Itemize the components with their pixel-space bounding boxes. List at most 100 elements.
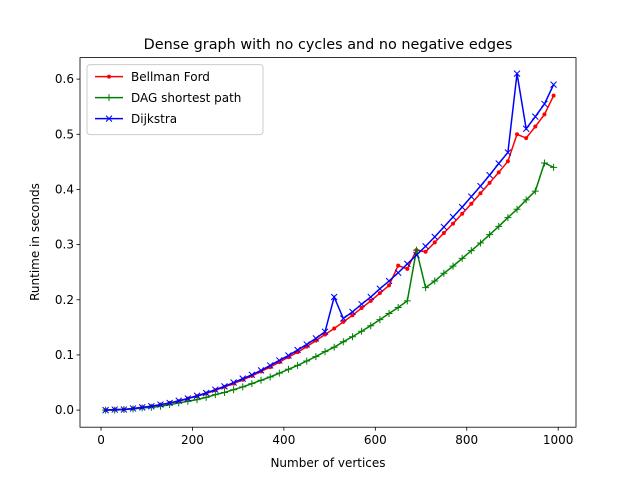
marker <box>540 159 548 167</box>
marker <box>239 383 247 391</box>
y-tick-label: 0.1 <box>55 348 74 362</box>
marker <box>469 201 474 206</box>
marker <box>405 266 410 271</box>
y-tick-label: 0.6 <box>55 72 74 86</box>
chart-title: Dense graph with no cycles and no negati… <box>144 37 513 53</box>
marker <box>478 191 483 196</box>
marker <box>349 308 356 316</box>
marker <box>221 383 228 390</box>
marker <box>376 316 384 324</box>
marker <box>368 298 373 303</box>
marker <box>330 343 338 351</box>
marker <box>248 380 256 388</box>
marker <box>312 353 320 361</box>
marker <box>451 221 456 226</box>
marker <box>458 254 466 262</box>
marker <box>211 391 219 399</box>
marker <box>275 357 283 364</box>
marker <box>312 335 320 342</box>
legend-label: DAG shortest path <box>131 91 241 105</box>
marker <box>367 322 375 330</box>
marker <box>550 81 557 88</box>
marker <box>266 373 274 381</box>
marker <box>275 369 283 377</box>
marker <box>531 113 539 120</box>
marker <box>531 187 539 195</box>
marker <box>396 263 401 268</box>
marker <box>377 291 382 296</box>
marker <box>341 319 346 324</box>
marker <box>431 233 439 241</box>
marker <box>166 399 173 407</box>
marker <box>495 222 503 230</box>
marker <box>513 205 521 213</box>
marker <box>193 396 201 404</box>
legend-label: Dijkstra <box>131 112 177 126</box>
marker <box>248 371 256 379</box>
marker <box>193 392 201 400</box>
marker <box>257 367 265 374</box>
marker <box>385 310 393 318</box>
marker <box>359 306 364 311</box>
marker <box>467 247 475 255</box>
plot-frame <box>79 57 577 428</box>
marker <box>542 112 547 117</box>
marker <box>422 284 430 292</box>
marker <box>440 223 448 231</box>
marker <box>294 346 301 354</box>
marker <box>496 170 501 175</box>
marker <box>441 231 446 236</box>
marker <box>358 300 365 308</box>
marker <box>486 231 494 239</box>
marker <box>339 315 347 322</box>
marker <box>460 211 465 216</box>
marker <box>129 405 137 412</box>
marker <box>551 93 556 98</box>
marker <box>303 341 311 348</box>
marker <box>515 132 520 137</box>
marker <box>175 397 183 405</box>
marker <box>220 388 228 396</box>
marker <box>440 269 448 277</box>
marker <box>230 379 237 386</box>
marker <box>303 357 311 365</box>
marker <box>403 297 411 305</box>
marker <box>522 196 530 204</box>
marker <box>111 406 119 413</box>
marker <box>350 313 355 318</box>
legend-marker <box>105 94 113 102</box>
marker <box>102 406 109 414</box>
x-tick-label: 800 <box>455 433 478 447</box>
y-tick-label: 0.0 <box>55 403 74 417</box>
marker <box>541 100 548 108</box>
marker <box>550 163 558 171</box>
marker <box>533 124 538 129</box>
legend-label: Bellman Ford <box>131 70 210 84</box>
marker <box>284 365 292 373</box>
marker <box>138 403 146 411</box>
marker <box>513 70 521 77</box>
x-axis-label: Number of vertices <box>270 456 385 470</box>
marker <box>522 125 530 133</box>
marker <box>376 285 384 293</box>
x-tick-label: 600 <box>364 433 387 447</box>
legend-marker <box>107 74 111 79</box>
marker <box>202 389 210 397</box>
marker <box>323 332 328 337</box>
marker <box>487 180 492 185</box>
marker <box>495 160 503 167</box>
y-tick-label: 0.5 <box>55 127 74 141</box>
marker <box>294 361 302 369</box>
marker <box>147 403 155 411</box>
marker <box>348 333 356 341</box>
marker <box>458 203 466 211</box>
marker <box>332 326 337 331</box>
legend-box <box>86 64 264 136</box>
marker <box>524 136 529 141</box>
marker <box>505 159 510 164</box>
marker <box>504 149 512 156</box>
marker <box>230 386 238 394</box>
marker <box>449 213 457 221</box>
marker <box>504 214 512 222</box>
x-tick-label: 200 <box>181 433 204 447</box>
